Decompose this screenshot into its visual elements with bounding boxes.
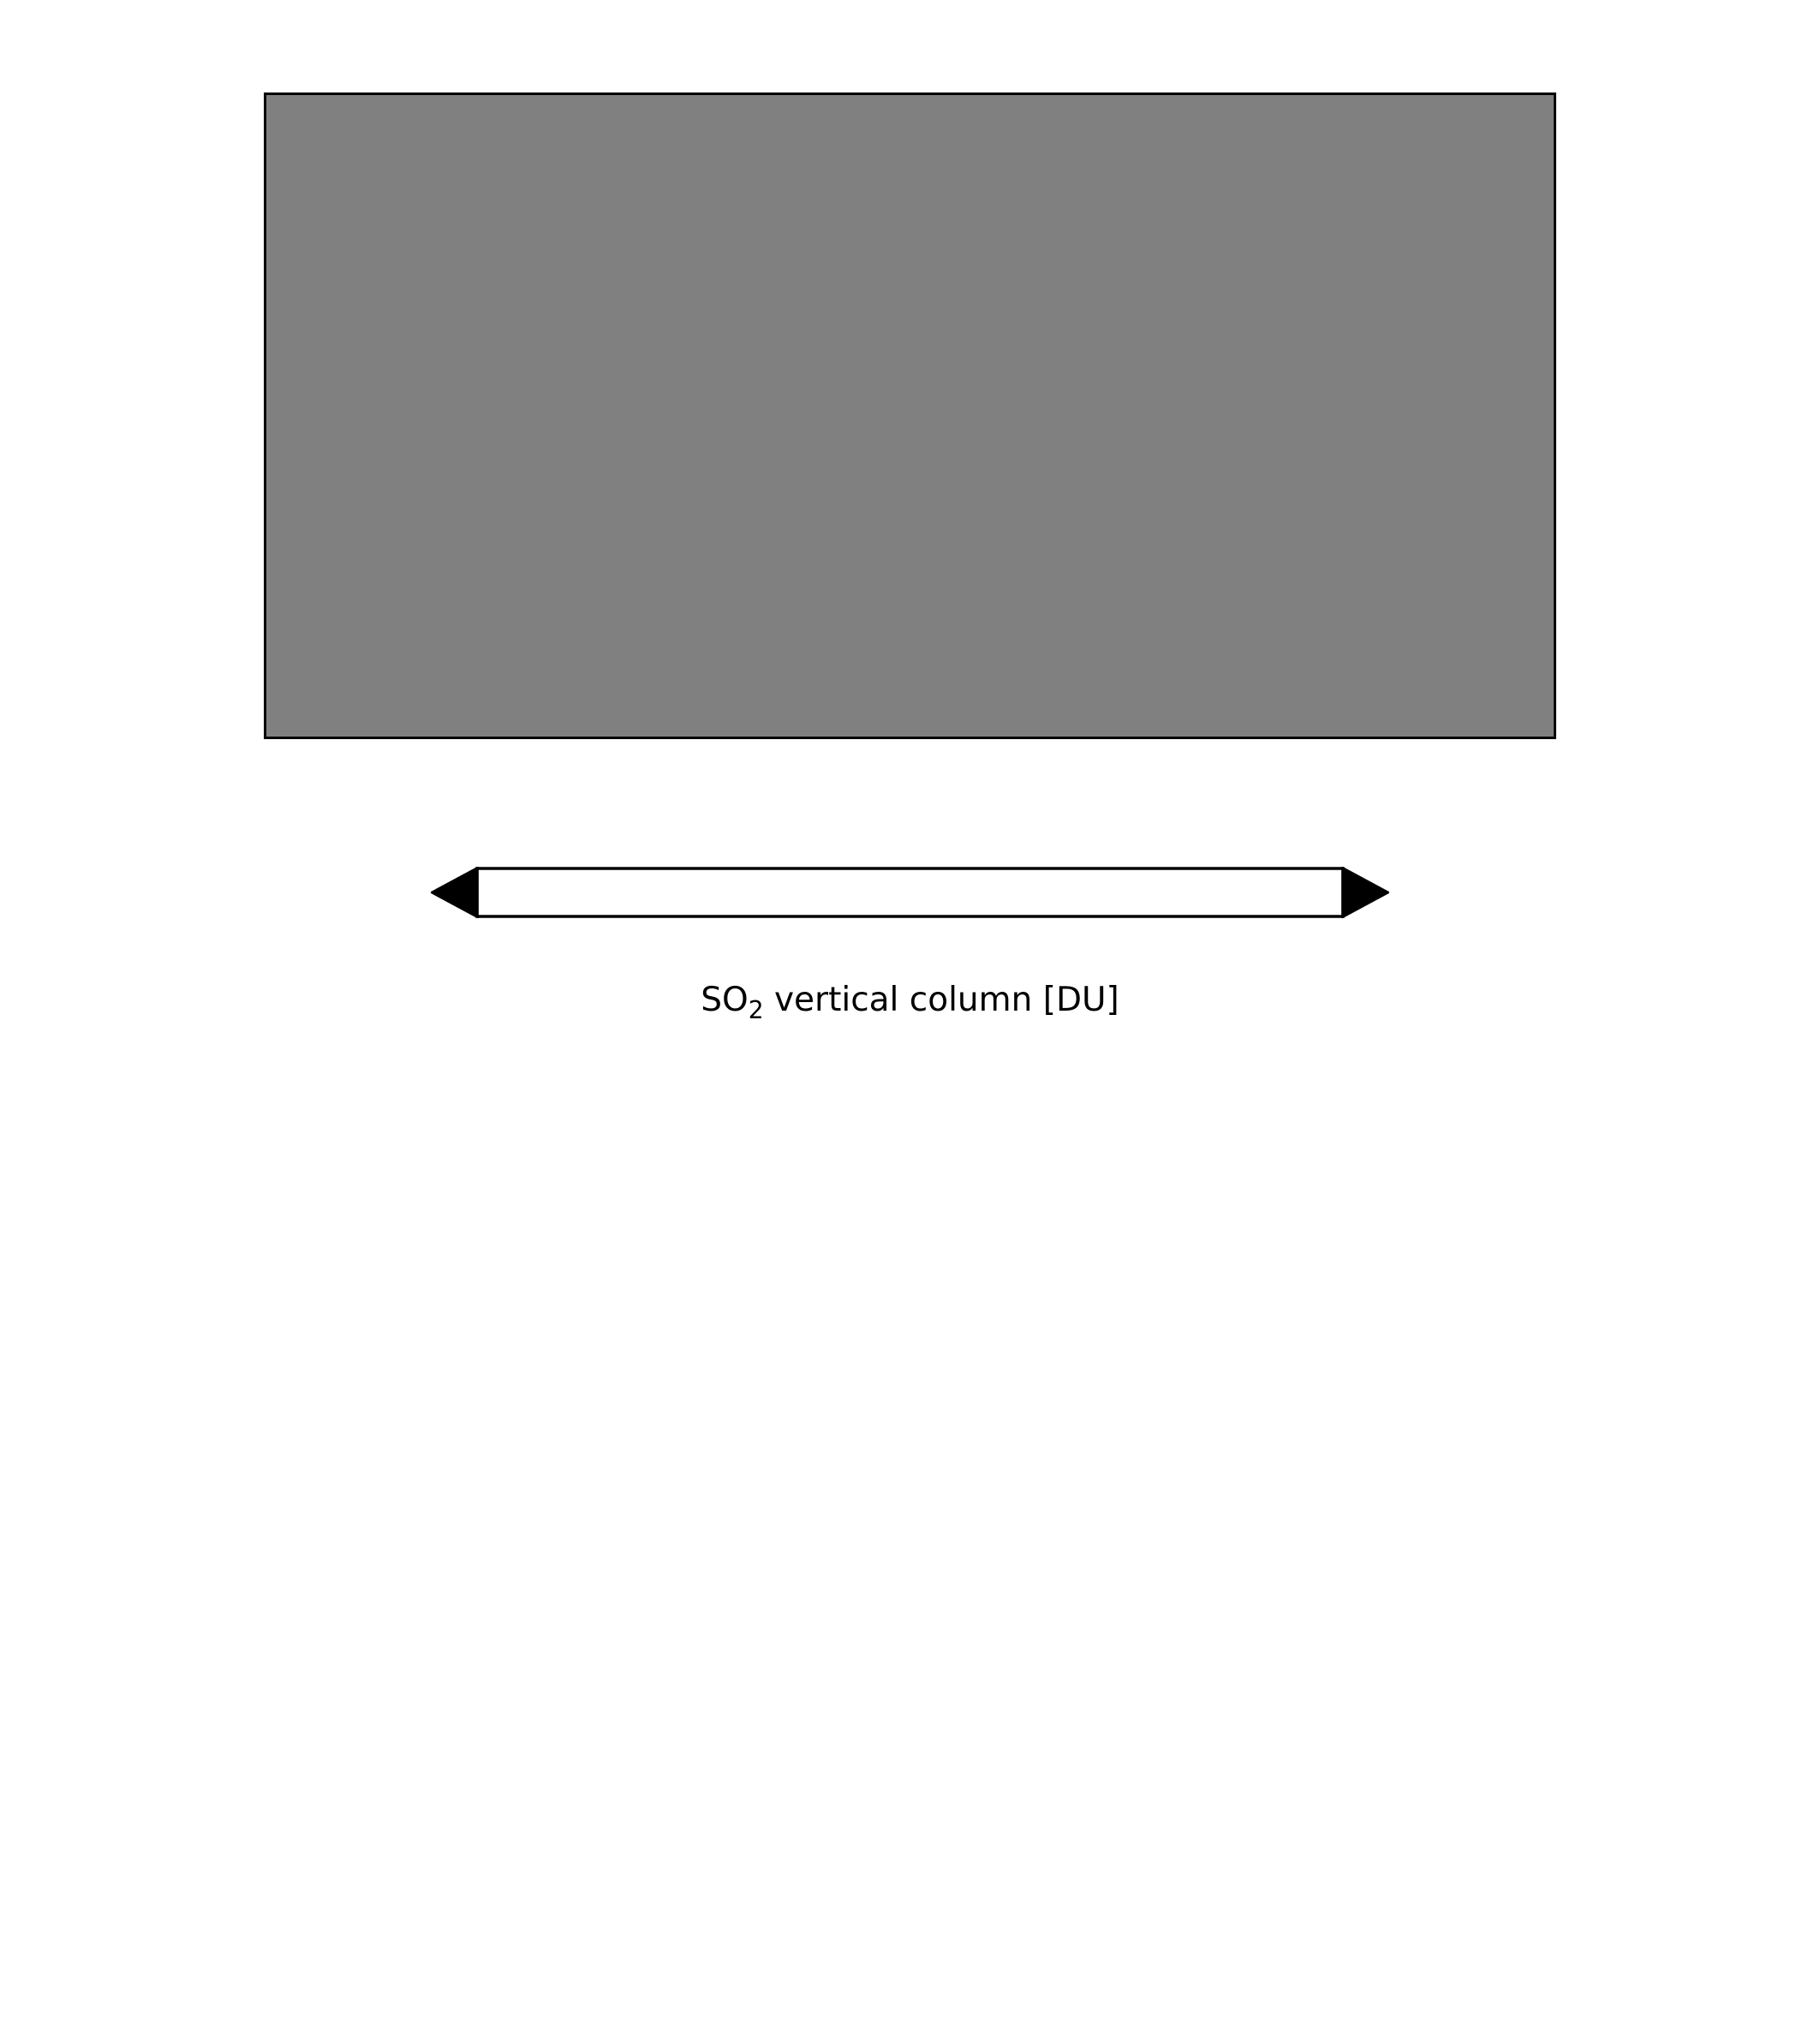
colorbar-ticks [431, 867, 1389, 987]
colorbar-gradient [431, 867, 1389, 918]
north-polar-panel[interactable] [69, 1123, 865, 1919]
south-polar-raster [955, 1123, 1751, 1919]
south-polar-panel[interactable] [955, 1123, 1751, 1919]
global-map-raster [266, 95, 1554, 737]
colorbar[interactable] [431, 867, 1389, 918]
global-map-panel[interactable] [264, 92, 1556, 739]
north-polar-raster [69, 1123, 865, 1919]
colorbar-axis-label: SO2 vertical column [DU] [701, 981, 1119, 1024]
